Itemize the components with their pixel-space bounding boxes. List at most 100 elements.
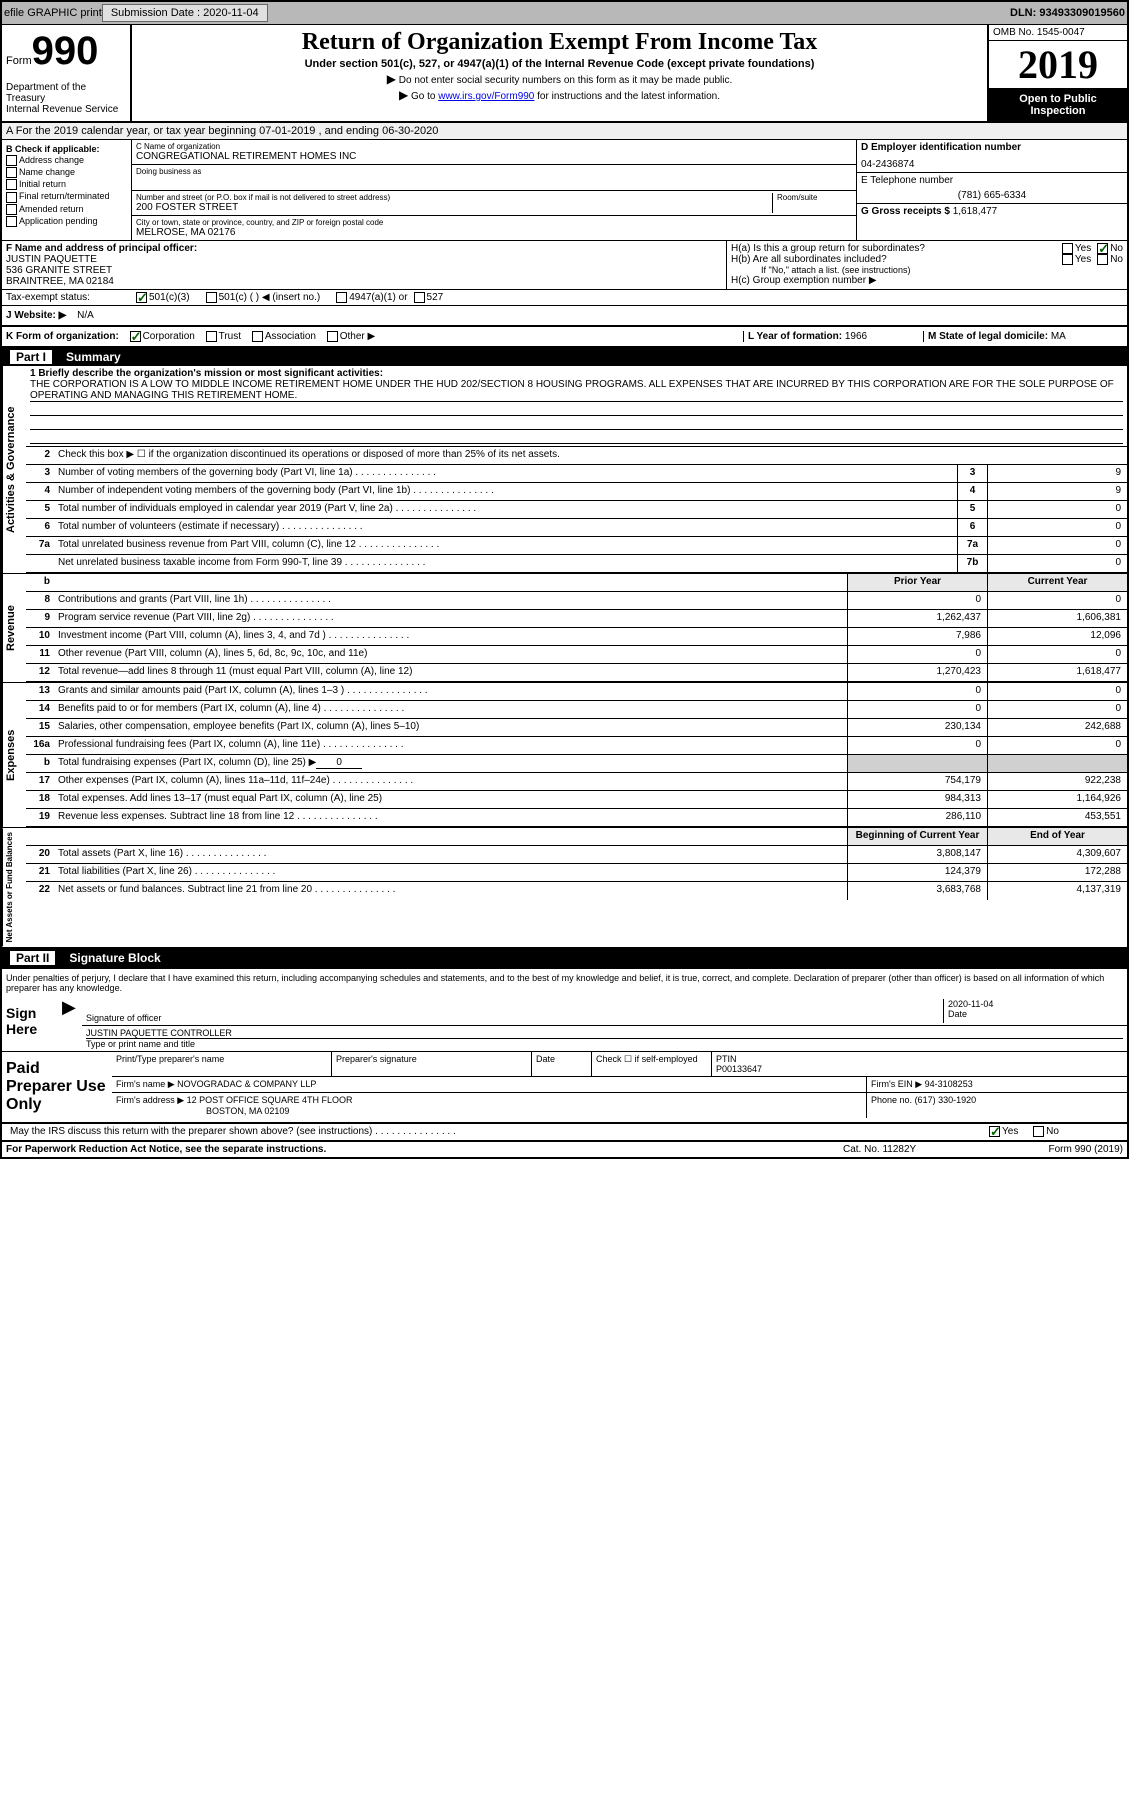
officer-label: F Name and address of principal officer: xyxy=(6,243,722,254)
city-label: City or town, state or province, country… xyxy=(136,218,852,227)
col-b-label: B Check if applicable: xyxy=(6,144,127,154)
firm-addr2: BOSTON, MA 02109 xyxy=(116,1106,289,1116)
phone-value: (781) 665-6334 xyxy=(861,190,1123,201)
website-label: J Website: ▶ xyxy=(6,310,66,321)
form-label: Form xyxy=(6,55,32,67)
line7b-val: 0 xyxy=(987,555,1127,572)
firm-addr1: 12 POST OFFICE SQUARE 4TH FLOOR xyxy=(187,1095,353,1105)
dept-label: Department of the Treasury Internal Reve… xyxy=(6,82,126,115)
firm-phone-label: Phone no. xyxy=(871,1095,912,1105)
addr-change-checkbox[interactable] xyxy=(6,155,17,166)
other-checkbox[interactable] xyxy=(327,331,338,342)
dln-label: DLN: 93493309019560 xyxy=(1010,7,1125,19)
ptin-label: PTIN xyxy=(716,1054,1123,1064)
part2-header: Part IISignature Block xyxy=(2,949,1127,967)
sign-here-label: Sign Here xyxy=(2,997,62,1051)
current-year-header: Current Year xyxy=(987,574,1127,591)
perjury-text: Under penalties of perjury, I declare th… xyxy=(2,969,1127,997)
line5-val: 0 xyxy=(987,501,1127,518)
ptin-val: P00133647 xyxy=(716,1064,1123,1074)
discuss-no-checkbox[interactable] xyxy=(1033,1126,1044,1137)
begin-year-header: Beginning of Current Year xyxy=(847,828,987,845)
firm-name: NOVOGRADAC & COMPANY LLP xyxy=(177,1079,316,1089)
dba-label: Doing business as xyxy=(136,167,852,176)
instr-ssn: Do not enter social security numbers on … xyxy=(399,75,732,86)
tax-year: 2019 xyxy=(989,41,1127,89)
tax-year-row: A For the 2019 calendar year, or tax yea… xyxy=(2,123,1127,140)
prep-date-label: Date xyxy=(532,1052,592,1076)
ha-yes-checkbox[interactable] xyxy=(1062,243,1073,254)
sig-date-label: Date xyxy=(948,1009,1123,1019)
self-emp-label: Check ☐ if self-employed xyxy=(592,1052,712,1076)
final-return-checkbox[interactable] xyxy=(6,192,17,203)
firm-phone: (617) 330-1920 xyxy=(915,1095,977,1105)
hb-no-checkbox[interactable] xyxy=(1097,254,1108,265)
instr-go-post: for instructions and the latest informat… xyxy=(534,91,720,102)
omb-label: OMB No. 1545-0047 xyxy=(989,25,1127,41)
form-org-label: K Form of organization: xyxy=(6,331,119,342)
addr-label: Number and street (or P.O. box if mail i… xyxy=(136,193,772,202)
discuss-yes-checkbox[interactable] xyxy=(989,1126,1000,1137)
initial-return-checkbox[interactable] xyxy=(6,179,17,190)
officer-addr1: 536 GRANITE STREET xyxy=(6,265,722,276)
527-checkbox[interactable] xyxy=(414,292,425,303)
gross-label: G Gross receipts $ xyxy=(861,206,950,217)
4947-checkbox[interactable] xyxy=(336,292,347,303)
org-name-label: C Name of organization xyxy=(136,142,852,151)
col-b: B Check if applicable: Address change Na… xyxy=(2,140,132,240)
officer-name: JUSTIN PAQUETTE xyxy=(6,254,722,265)
city-state-zip: MELROSE, MA 02176 xyxy=(136,227,852,238)
sig-date: 2020-11-04 xyxy=(948,999,1123,1009)
hc-label: H(c) Group exemption number ▶ xyxy=(731,275,1123,286)
mission-label: 1 Briefly describe the organization's mi… xyxy=(30,368,1123,379)
year-formation-label: L Year of formation: xyxy=(748,331,842,342)
form-number: 990 xyxy=(32,29,99,73)
firm-ein: 94-3108253 xyxy=(925,1079,973,1089)
corp-checkbox[interactable] xyxy=(130,331,141,342)
line2-desc: Check this box ▶ ☐ if the organization d… xyxy=(56,447,1127,464)
footer-form: Form 990 (2019) xyxy=(983,1144,1123,1155)
trust-checkbox[interactable] xyxy=(206,331,217,342)
line4-val: 9 xyxy=(987,483,1127,500)
subtitle: Under section 501(c), 527, or 4947(a)(1)… xyxy=(140,58,979,70)
name-change-checkbox[interactable] xyxy=(6,167,17,178)
discuss-label: May the IRS discuss this return with the… xyxy=(10,1126,372,1137)
year-formation-val: 1966 xyxy=(845,331,867,342)
firm-name-label: Firm's name ▶ xyxy=(116,1079,175,1089)
footer-paperwork: For Paperwork Reduction Act Notice, see … xyxy=(6,1144,843,1155)
exp-vert-label: Expenses xyxy=(2,683,26,827)
instr-go-pre: Go to xyxy=(411,91,438,102)
efile-label: efile GRAPHIC print xyxy=(4,7,102,19)
form-header: Form990 Department of the Treasury Inter… xyxy=(2,25,1127,123)
irs-link[interactable]: www.irs.gov/Form990 xyxy=(438,91,534,102)
501c3-checkbox[interactable] xyxy=(136,292,147,303)
state-domicile-val: MA xyxy=(1051,331,1066,342)
paid-prep-label: Paid Preparer Use Only xyxy=(2,1052,112,1122)
amended-return-checkbox[interactable] xyxy=(6,204,17,215)
room-label: Room/suite xyxy=(777,193,852,202)
sig-name-label: Type or print name and title xyxy=(86,1039,1123,1049)
net-vert-label: Net Assets or Fund Balances xyxy=(2,828,26,946)
phone-label: E Telephone number xyxy=(861,175,1123,186)
main-title: Return of Organization Exempt From Incom… xyxy=(140,29,979,56)
gov-vert-label: Activities & Governance xyxy=(2,366,26,573)
top-bar: efile GRAPHIC print Submission Date : 20… xyxy=(2,2,1127,25)
part1-header: Part ISummary xyxy=(2,348,1127,366)
prior-year-header: Prior Year xyxy=(847,574,987,591)
firm-ein-label: Firm's EIN ▶ xyxy=(871,1079,922,1089)
website-value: N/A xyxy=(77,310,94,321)
ein-value: 04-2436874 xyxy=(861,159,1123,170)
gross-value: 1,618,477 xyxy=(953,206,998,217)
hb-label: H(b) Are all subordinates included? xyxy=(731,254,1062,265)
line3-val: 9 xyxy=(987,465,1127,482)
app-pending-checkbox[interactable] xyxy=(6,216,17,227)
ha-no-checkbox[interactable] xyxy=(1097,243,1108,254)
firm-addr-label: Firm's address ▶ xyxy=(116,1095,184,1105)
sig-officer-label: Signature of officer xyxy=(86,1013,943,1023)
hb-yes-checkbox[interactable] xyxy=(1062,254,1073,265)
501c-checkbox[interactable] xyxy=(206,292,217,303)
submission-date-btn[interactable]: Submission Date : 2020-11-04 xyxy=(102,4,268,22)
line6-val: 0 xyxy=(987,519,1127,536)
footer-catno: Cat. No. 11282Y xyxy=(843,1144,983,1155)
assoc-checkbox[interactable] xyxy=(252,331,263,342)
